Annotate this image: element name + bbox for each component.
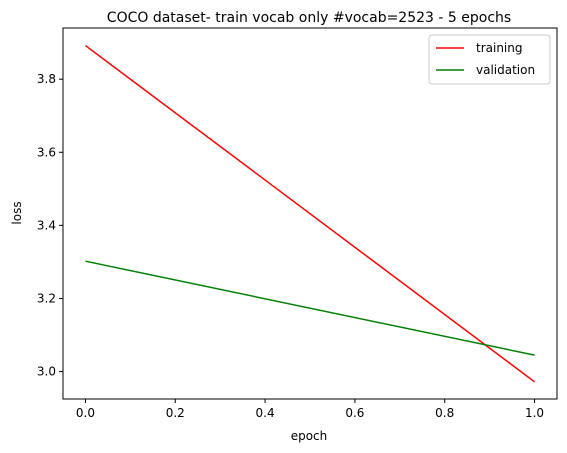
x-tick-label: 0.4 <box>256 406 275 420</box>
x-axis-label: epoch <box>291 429 328 443</box>
y-tick-label: 3.4 <box>37 218 56 232</box>
x-tick-label: 0.6 <box>345 406 364 420</box>
y-tick-label: 3.2 <box>37 291 56 305</box>
x-tick-label: 1.0 <box>525 406 544 420</box>
y-tick-label: 3.6 <box>37 145 56 159</box>
x-tick-label: 0.0 <box>76 406 95 420</box>
x-axis-ticks: 0.0 0.2 0.4 0.6 0.8 1.0 <box>76 399 544 420</box>
series-line-training <box>85 44 535 383</box>
y-tick-label: 3.8 <box>37 72 56 86</box>
y-axis-label: loss <box>10 201 24 224</box>
plot-frame <box>62 27 558 400</box>
chart-title: COCO dataset- train vocab only #vocab=25… <box>107 10 511 26</box>
series-layer <box>85 44 535 383</box>
x-tick-label: 0.2 <box>166 406 185 420</box>
legend-label-validation: validation <box>476 63 535 77</box>
legend-label-training: training <box>476 41 523 55</box>
legend: training validation <box>428 34 551 85</box>
legend-entries: training validation <box>436 41 535 77</box>
y-axis-ticks: 3.0 3.2 3.4 3.6 3.8 <box>37 72 63 379</box>
x-tick-label: 0.8 <box>435 406 454 420</box>
y-tick-label: 3.0 <box>37 365 56 379</box>
series-line-validation <box>85 260 535 356</box>
